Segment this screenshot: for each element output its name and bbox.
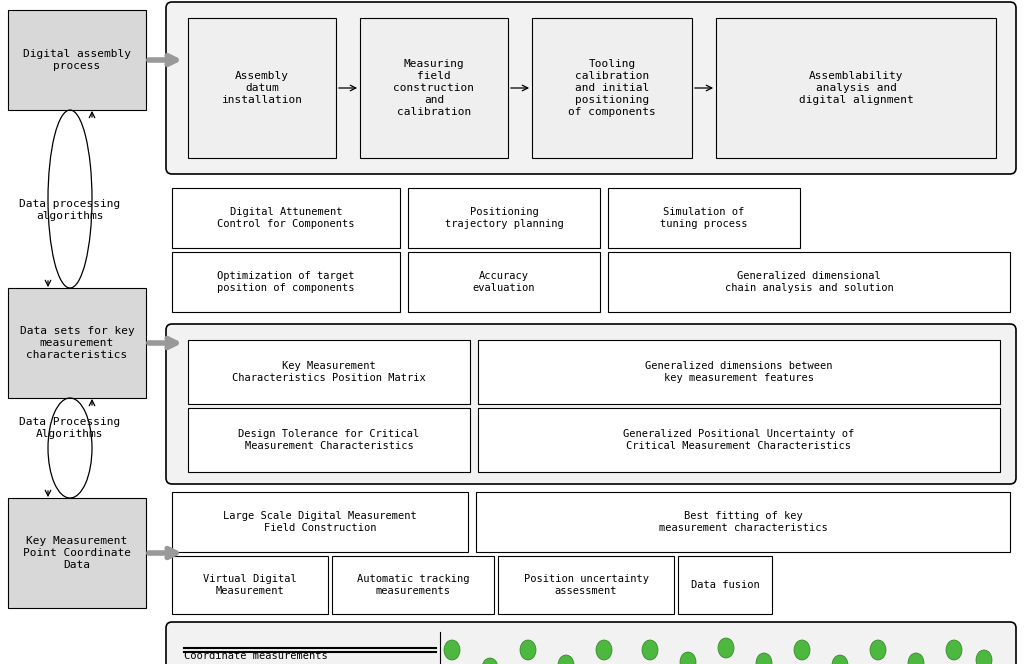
- Text: Position uncertainty
assessment: Position uncertainty assessment: [523, 574, 648, 596]
- Bar: [360, 18, 508, 158]
- Bar: [172, 556, 328, 614]
- Text: Generalized dimensional
chain analysis and solution: Generalized dimensional chain analysis a…: [725, 271, 893, 293]
- Text: Coordinate measurements: Coordinate measurements: [184, 651, 328, 661]
- Bar: [678, 556, 772, 614]
- Bar: [188, 340, 470, 404]
- Bar: [408, 188, 600, 248]
- Bar: [172, 252, 400, 312]
- Ellipse shape: [756, 653, 772, 664]
- Text: Virtual Digital
Measurement: Virtual Digital Measurement: [203, 574, 297, 596]
- Bar: [172, 188, 400, 248]
- FancyBboxPatch shape: [166, 622, 1016, 664]
- Bar: [608, 252, 1010, 312]
- Bar: [8, 288, 146, 398]
- Text: Assemblability
analysis and
digital alignment: Assemblability analysis and digital alig…: [799, 71, 913, 105]
- Ellipse shape: [794, 640, 810, 660]
- Bar: [8, 10, 146, 110]
- Ellipse shape: [946, 640, 962, 660]
- Bar: [716, 18, 996, 158]
- Bar: [498, 556, 674, 614]
- Ellipse shape: [642, 640, 658, 660]
- Text: Data fusion: Data fusion: [690, 580, 760, 590]
- Ellipse shape: [558, 655, 574, 664]
- Bar: [478, 408, 1000, 472]
- FancyBboxPatch shape: [166, 324, 1016, 484]
- Text: Simulation of
tuning process: Simulation of tuning process: [660, 207, 748, 229]
- Bar: [408, 252, 600, 312]
- Ellipse shape: [831, 655, 848, 664]
- Text: Positioning
trajectory planning: Positioning trajectory planning: [444, 207, 563, 229]
- Ellipse shape: [596, 640, 612, 660]
- Text: Optimization of target
position of components: Optimization of target position of compo…: [217, 271, 354, 293]
- Ellipse shape: [718, 638, 734, 658]
- Ellipse shape: [680, 652, 696, 664]
- Bar: [532, 18, 692, 158]
- FancyBboxPatch shape: [166, 2, 1016, 174]
- Ellipse shape: [870, 640, 886, 660]
- Text: Generalized Positional Uncertainty of
Critical Measurement Characteristics: Generalized Positional Uncertainty of Cr…: [624, 429, 855, 451]
- Bar: [8, 498, 146, 608]
- Text: Data Processing
Algorithms: Data Processing Algorithms: [19, 417, 121, 439]
- Ellipse shape: [908, 653, 924, 664]
- Bar: [172, 492, 468, 552]
- Text: Assembly
datum
installation: Assembly datum installation: [221, 71, 302, 105]
- Text: Data sets for key
measurement
characteristics: Data sets for key measurement characteri…: [19, 326, 134, 360]
- Text: Tooling
calibration
and initial
positioning
of components: Tooling calibration and initial position…: [568, 59, 656, 117]
- Bar: [188, 18, 336, 158]
- Text: Measuring
field
construction
and
calibration: Measuring field construction and calibra…: [393, 59, 474, 117]
- Ellipse shape: [444, 640, 460, 660]
- Text: Best fitting of key
measurement characteristics: Best fitting of key measurement characte…: [658, 511, 827, 533]
- Text: Digital assembly
process: Digital assembly process: [23, 49, 131, 71]
- Text: Accuracy
evaluation: Accuracy evaluation: [473, 271, 536, 293]
- Text: Generalized dimensions between
key measurement features: Generalized dimensions between key measu…: [645, 361, 833, 383]
- Ellipse shape: [482, 658, 498, 664]
- Text: Large Scale Digital Measurement
Field Construction: Large Scale Digital Measurement Field Co…: [223, 511, 417, 533]
- Ellipse shape: [976, 650, 992, 664]
- Text: Digital Attunement
Control for Components: Digital Attunement Control for Component…: [217, 207, 354, 229]
- Text: Automatic tracking
measurements: Automatic tracking measurements: [356, 574, 469, 596]
- Bar: [188, 408, 470, 472]
- Ellipse shape: [520, 640, 536, 660]
- Bar: [478, 340, 1000, 404]
- Text: Design Tolerance for Critical
Measurement Characteristics: Design Tolerance for Critical Measuremen…: [239, 429, 420, 451]
- Bar: [608, 188, 800, 248]
- Text: Key Measurement
Characteristics Position Matrix: Key Measurement Characteristics Position…: [232, 361, 426, 383]
- Text: Data processing
algorithms: Data processing algorithms: [19, 199, 121, 221]
- Bar: [476, 492, 1010, 552]
- Text: Key Measurement
Point Coordinate
Data: Key Measurement Point Coordinate Data: [23, 536, 131, 570]
- Bar: [332, 556, 494, 614]
